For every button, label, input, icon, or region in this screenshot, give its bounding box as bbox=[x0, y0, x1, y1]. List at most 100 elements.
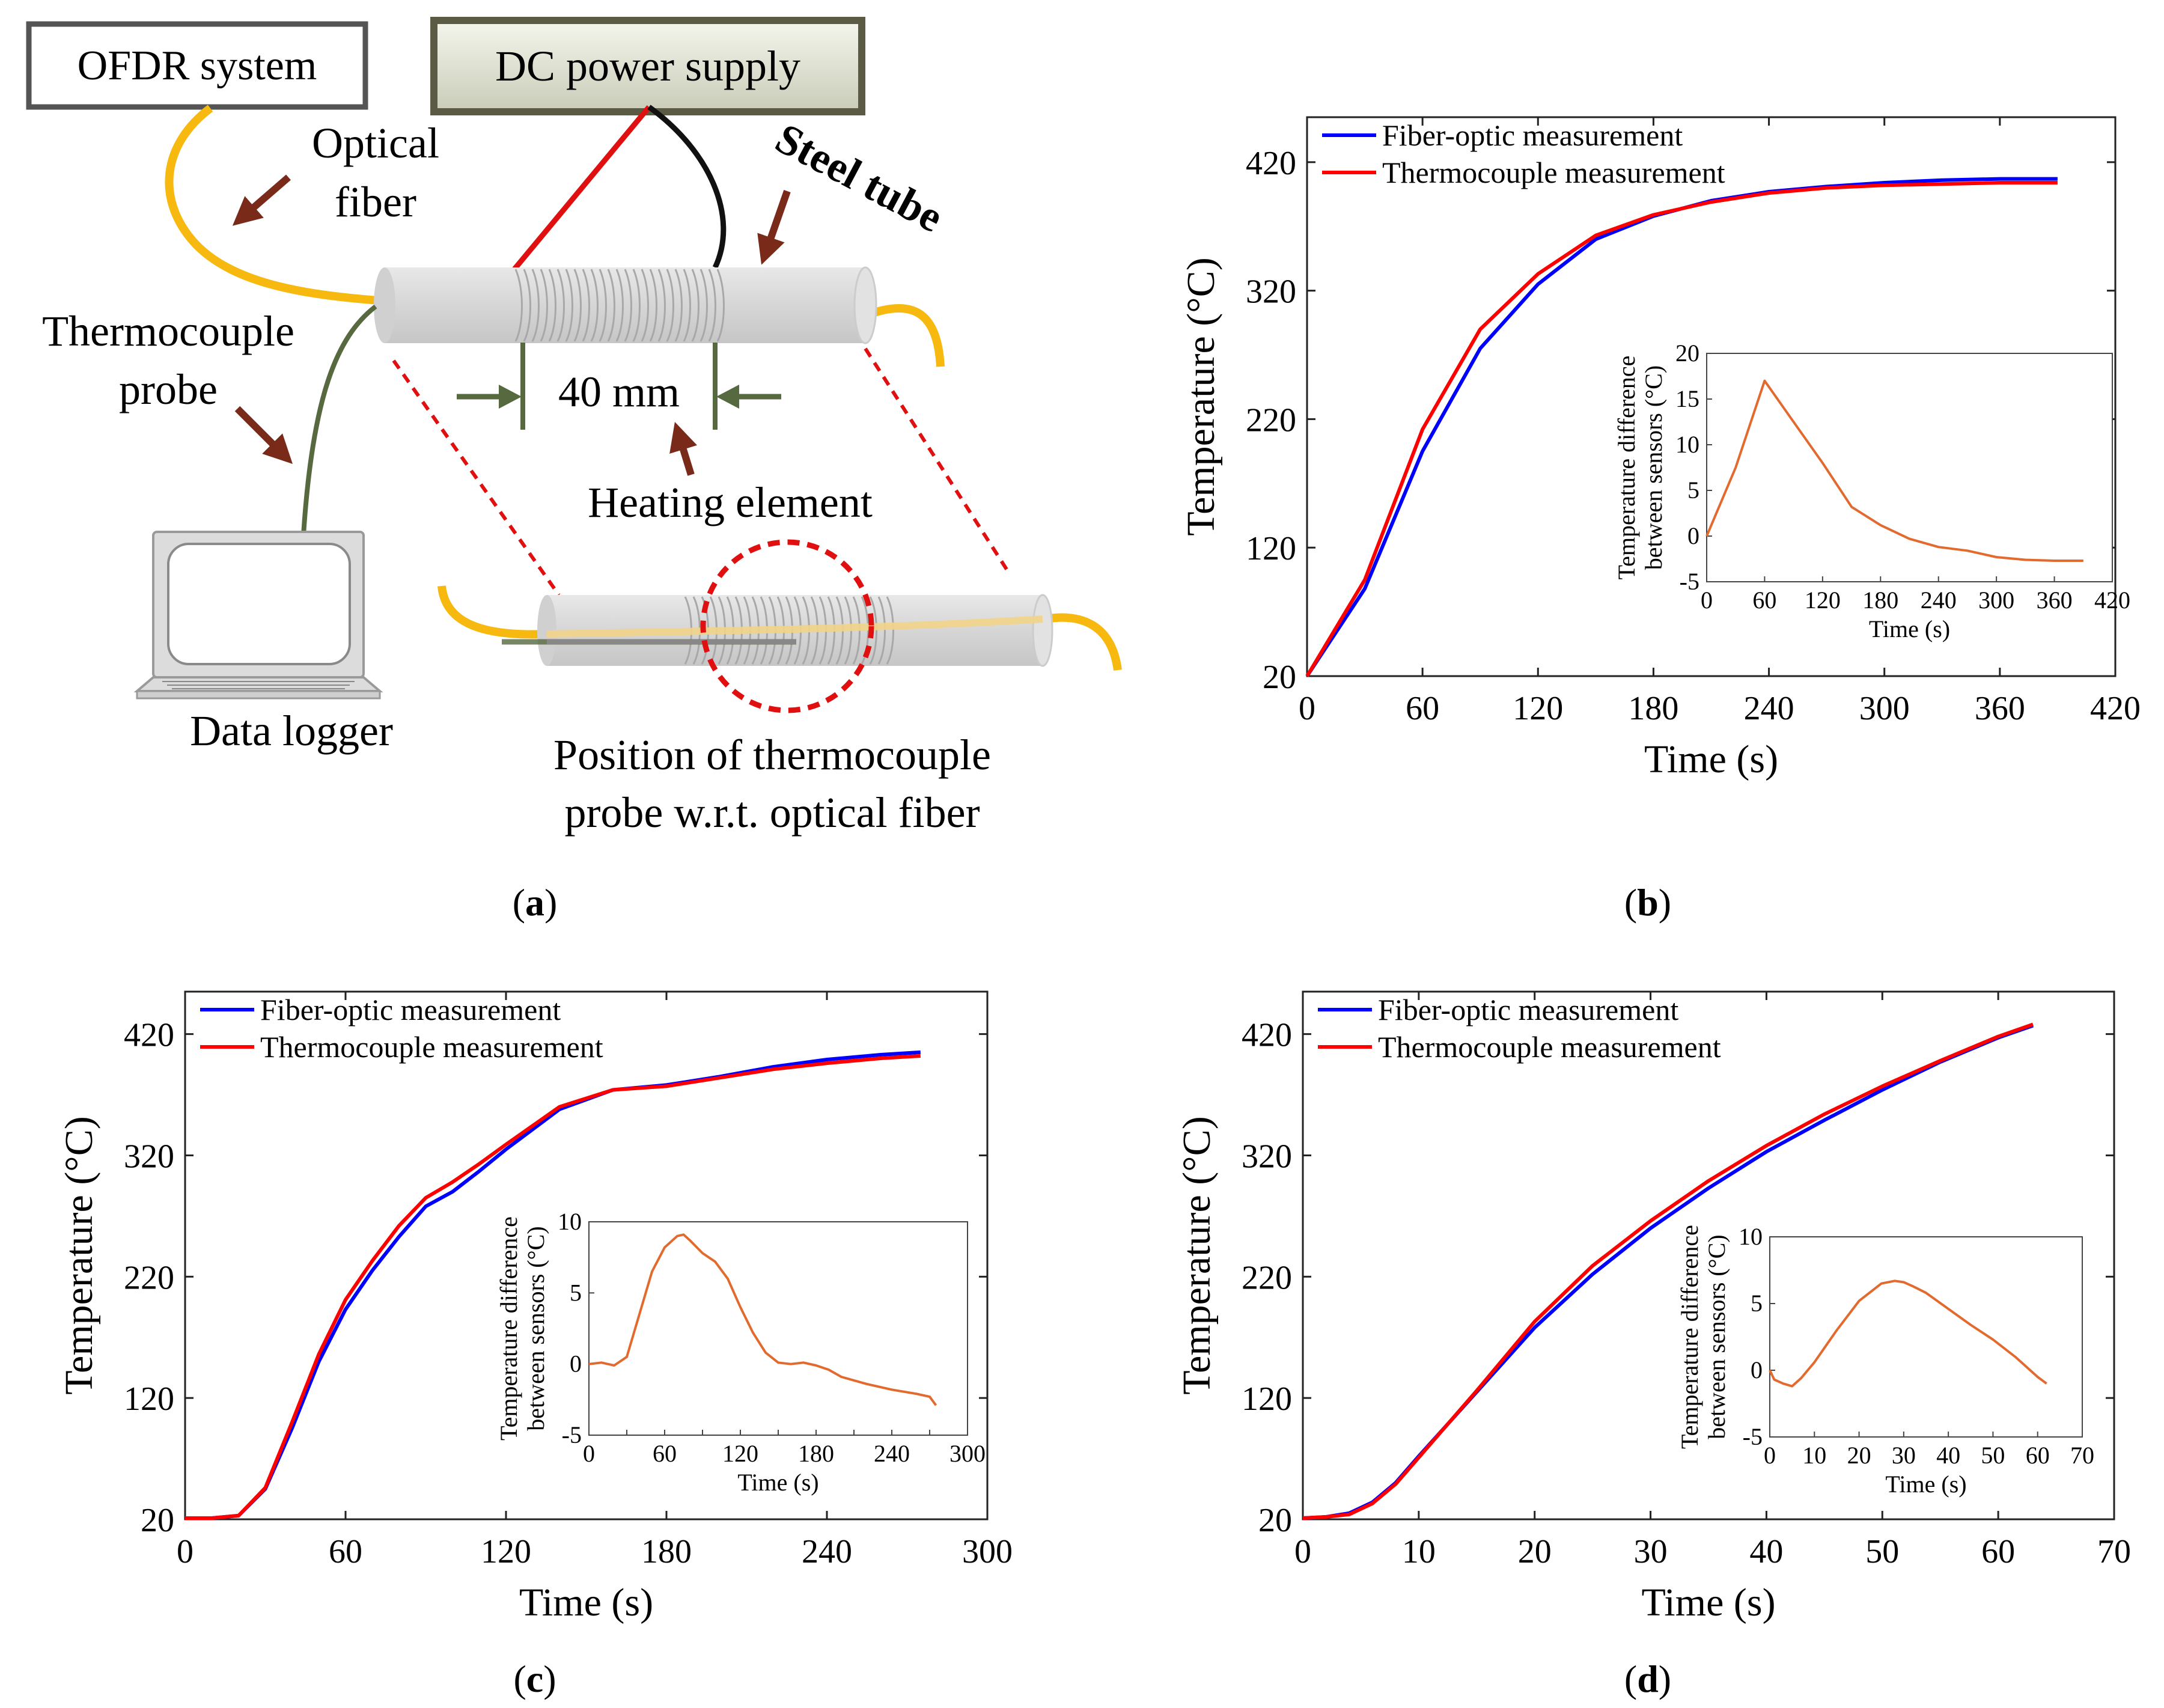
coil-turn bbox=[683, 269, 691, 342]
x-tick-label: 120 bbox=[1513, 690, 1563, 727]
inset-y-axis-label-2: between sensors (°C) bbox=[522, 1226, 549, 1430]
inset-x-tick-label: 300 bbox=[949, 1440, 986, 1467]
ofdr-system-label: OFDR system bbox=[78, 43, 317, 89]
dimension-label: 40 mm bbox=[558, 368, 680, 416]
inset-x-tick-label: 240 bbox=[874, 1440, 910, 1467]
y-tick-label: 320 bbox=[1246, 273, 1296, 311]
legend-label: Fiber-optic measurement bbox=[1382, 118, 1683, 152]
inset-x-tick-label: 50 bbox=[1981, 1442, 2005, 1469]
projection-line-left bbox=[392, 359, 561, 596]
series-line-thermocouple bbox=[1302, 1022, 2034, 1520]
legend-label: Thermocouple measurement bbox=[1378, 1030, 1721, 1064]
coil-turn bbox=[590, 269, 599, 342]
coil-turn bbox=[548, 269, 556, 342]
inset-x-tick-label: 0 bbox=[1701, 587, 1713, 614]
coil-turn bbox=[716, 269, 725, 342]
y-tick-label: 120 bbox=[1242, 1380, 1292, 1418]
coil-turn bbox=[674, 269, 683, 342]
inset-y-tick-label: -5 bbox=[1743, 1423, 1763, 1450]
inset-y-tick-label: 15 bbox=[1675, 385, 1699, 412]
optical-fiber-label: Optical bbox=[312, 119, 439, 167]
inset-plot-area bbox=[588, 1221, 968, 1436]
arrow-steel-tube bbox=[757, 190, 791, 265]
inset-y-tick-label: 5 bbox=[1687, 477, 1699, 504]
inset-x-axis-label: Time (s) bbox=[1869, 615, 1950, 642]
y-tick-label: 20 bbox=[141, 1502, 174, 1539]
thermocouple-wire bbox=[301, 304, 377, 535]
y-tick-label: 420 bbox=[1246, 145, 1296, 182]
coil-turn bbox=[666, 269, 674, 342]
coil-turn bbox=[632, 269, 641, 342]
legend-label: Fiber-optic measurement bbox=[1378, 993, 1678, 1026]
coil-turn bbox=[886, 596, 894, 665]
inset-x-axis-label: Time (s) bbox=[1885, 1471, 1966, 1498]
panel-a-schematic: OFDR system DC power supply 40 mm bbox=[26, 17, 1122, 924]
y-tick-label: 120 bbox=[1246, 530, 1296, 567]
series-line-thermocouple bbox=[1305, 181, 2058, 677]
x-tick-label: 40 bbox=[1749, 1533, 1783, 1570]
x-axis-label: Time (s) bbox=[1641, 1581, 1775, 1624]
inset-y-tick-label: -5 bbox=[562, 1421, 582, 1448]
x-tick-label: 240 bbox=[1744, 690, 1794, 727]
inset-difference-line bbox=[1769, 1279, 2047, 1388]
inset-x-tick-label: 180 bbox=[1862, 587, 1898, 614]
coil-turn bbox=[869, 596, 877, 665]
y-tick-label: 220 bbox=[1246, 401, 1296, 439]
inset-x-tick-label: 120 bbox=[722, 1440, 758, 1467]
inset-x-tick-label: 240 bbox=[1921, 587, 1957, 614]
coil-turn bbox=[691, 269, 699, 342]
inset-y-tick-label: 0 bbox=[1751, 1356, 1763, 1383]
y-axis-label: Temperature (°C) bbox=[1179, 257, 1223, 535]
x-tick-label: 10 bbox=[1402, 1533, 1436, 1570]
inset-difference-line bbox=[1705, 379, 2083, 562]
position-label-2: probe w.r.t. optical fiber bbox=[564, 788, 980, 837]
bottom-fiber-right bbox=[1044, 613, 1122, 671]
optical-fiber-label-2: fiber bbox=[335, 178, 416, 226]
y-axis-label: Temperature (°C) bbox=[1175, 1116, 1219, 1394]
optical-fiber-exit bbox=[873, 304, 945, 367]
inset-y-tick-label: 5 bbox=[1751, 1290, 1763, 1317]
y-tick-label: 320 bbox=[124, 1138, 174, 1175]
coil-turn bbox=[582, 269, 590, 342]
coil-turn bbox=[657, 269, 666, 342]
optical-fiber-cable bbox=[165, 105, 379, 305]
inset-y-tick-label: -5 bbox=[1680, 568, 1699, 595]
coil-turn bbox=[852, 596, 861, 665]
coil-turn bbox=[556, 269, 565, 342]
position-label: Position of thermocouple bbox=[553, 731, 991, 779]
legend-label: Thermocouple measurement bbox=[260, 1030, 603, 1064]
x-tick-label: 180 bbox=[1628, 690, 1678, 727]
x-tick-label: 420 bbox=[2090, 690, 2141, 727]
steel-tube-label: Steel tube bbox=[768, 114, 951, 241]
caption-d: (d) bbox=[1624, 1658, 1671, 1700]
ofdr-system-box bbox=[26, 21, 368, 110]
x-tick-label: 70 bbox=[2097, 1533, 2131, 1570]
y-tick-label: 320 bbox=[1242, 1138, 1292, 1175]
heating-element-label: Heating element bbox=[588, 478, 873, 526]
steel-tube bbox=[374, 266, 877, 344]
inset-x-tick-label: 180 bbox=[798, 1440, 834, 1467]
inset-x-tick-label: 120 bbox=[1805, 587, 1841, 614]
caption-b: (b) bbox=[1624, 881, 1671, 924]
thermocouple-label-2: probe bbox=[119, 365, 218, 413]
projection-line-right bbox=[864, 347, 1011, 575]
inset-y-tick-label: 10 bbox=[1739, 1223, 1763, 1250]
inset-plot-area bbox=[1706, 353, 2113, 582]
x-tick-label: 0 bbox=[1294, 1533, 1311, 1570]
inset-y-axis-label: Temperature difference bbox=[495, 1216, 522, 1441]
inset-x-tick-label: 10 bbox=[1802, 1442, 1826, 1469]
coil-turn bbox=[861, 596, 869, 665]
coil-turn bbox=[615, 269, 624, 342]
coil-turn bbox=[641, 269, 649, 342]
caption-c: (c) bbox=[513, 1658, 556, 1700]
coil-turn bbox=[708, 269, 716, 342]
inset-y-tick-label: 0 bbox=[570, 1350, 582, 1377]
inset-x-tick-label: 300 bbox=[1978, 587, 2014, 614]
x-tick-label: 50 bbox=[1865, 1533, 1899, 1570]
caption-a: (a) bbox=[513, 881, 558, 924]
inset-y-tick-label: 5 bbox=[570, 1279, 582, 1306]
caption-letter: d bbox=[1637, 1658, 1659, 1700]
coil-turn bbox=[607, 269, 615, 342]
bottom-fiber-left bbox=[437, 585, 547, 639]
